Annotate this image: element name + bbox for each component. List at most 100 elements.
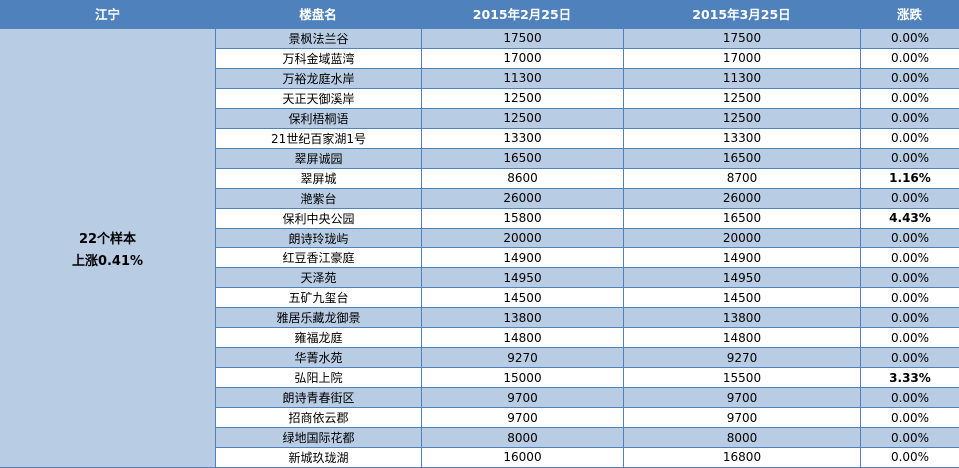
price-mar-cell: 17500 bbox=[623, 29, 860, 48]
price-feb-cell: 14500 bbox=[421, 288, 623, 308]
table-row: 红豆香江豪庭 14900 14900 0.00% bbox=[215, 248, 959, 269]
table-row: 朗诗玲珑屿 20000 20000 0.00% bbox=[215, 228, 959, 249]
price-mar-cell: 16500 bbox=[623, 208, 860, 228]
price-feb-cell: 12500 bbox=[421, 108, 623, 128]
table-row: 天正天御溪岸 12500 12500 0.00% bbox=[215, 88, 959, 109]
change-percent-cell: 3.33% bbox=[860, 368, 959, 388]
price-mar-cell: 11300 bbox=[623, 68, 860, 88]
change-percent-cell: 0.00% bbox=[860, 148, 959, 168]
property-name-cell: 天泽苑 bbox=[215, 268, 421, 288]
price-feb-cell: 8600 bbox=[421, 168, 623, 188]
property-name-cell: 天正天御溪岸 bbox=[215, 88, 421, 108]
table-row: 滟紫台 26000 26000 0.00% bbox=[215, 188, 959, 209]
price-mar-cell: 14900 bbox=[623, 248, 860, 268]
property-name-cell: 五矿九玺台 bbox=[215, 288, 421, 308]
price-feb-cell: 17000 bbox=[421, 48, 623, 68]
change-percent-cell: 0.00% bbox=[860, 188, 959, 208]
property-name-cell: 万科金域蓝湾 bbox=[215, 48, 421, 68]
table-row: 雍福龙庭 14800 14800 0.00% bbox=[215, 328, 959, 349]
price-feb-cell: 16000 bbox=[421, 448, 623, 467]
price-mar-cell: 9700 bbox=[623, 408, 860, 428]
price-mar-cell: 13300 bbox=[623, 128, 860, 148]
table-rows: 景枫法兰谷 17500 17500 0.00% 万科金域蓝湾 17000 170… bbox=[215, 29, 959, 468]
table-header-row: 江宁 楼盘名 2015年2月25日 2015年3月25日 涨跌 bbox=[0, 0, 959, 29]
property-name-cell: 招商依云郡 bbox=[215, 408, 421, 428]
price-feb-cell: 26000 bbox=[421, 188, 623, 208]
table-row: 新城玖珑湖 16000 16800 0.00% bbox=[215, 448, 959, 468]
property-name-cell: 景枫法兰谷 bbox=[215, 29, 421, 48]
property-name-cell: 雅居乐藏龙御景 bbox=[215, 308, 421, 328]
header-col-property-name: 楼盘名 bbox=[299, 7, 337, 22]
price-feb-cell: 17500 bbox=[421, 29, 623, 48]
price-mar-cell: 16500 bbox=[623, 148, 860, 168]
property-name-cell: 弘阳上院 bbox=[215, 368, 421, 388]
price-mar-cell: 15500 bbox=[623, 368, 860, 388]
table-row: 弘阳上院 15000 15500 3.33% bbox=[215, 368, 959, 389]
price-feb-cell: 15800 bbox=[421, 208, 623, 228]
price-mar-cell: 17000 bbox=[623, 48, 860, 68]
table-row: 招商依云郡 9700 9700 0.00% bbox=[215, 408, 959, 429]
change-percent-cell: 0.00% bbox=[860, 328, 959, 348]
price-feb-cell: 13300 bbox=[421, 128, 623, 148]
header-col-date-mar: 2015年3月25日 bbox=[692, 7, 791, 22]
table-row: 雅居乐藏龙御景 13800 13800 0.00% bbox=[215, 308, 959, 329]
price-mar-cell: 13800 bbox=[623, 308, 860, 328]
price-mar-cell: 8700 bbox=[623, 168, 860, 188]
property-name-cell: 21世纪百家湖1号 bbox=[215, 128, 421, 148]
change-percent-cell: 0.00% bbox=[860, 29, 959, 48]
table-row: 绿地国际花都 8000 8000 0.00% bbox=[215, 428, 959, 449]
change-percent-cell: 0.00% bbox=[860, 428, 959, 448]
price-feb-cell: 12500 bbox=[421, 88, 623, 108]
price-feb-cell: 8000 bbox=[421, 428, 623, 448]
table-row: 万科金域蓝湾 17000 17000 0.00% bbox=[215, 48, 959, 69]
table-row: 景枫法兰谷 17500 17500 0.00% bbox=[215, 29, 959, 49]
table-row: 翠屏诚园 16500 16500 0.00% bbox=[215, 148, 959, 169]
table-body: 22个样本 上涨0.41% 景枫法兰谷 17500 17500 0.00% 万科… bbox=[0, 29, 959, 468]
price-feb-cell: 15000 bbox=[421, 368, 623, 388]
property-name-cell: 朗诗青春街区 bbox=[215, 388, 421, 408]
property-name-cell: 华菁水苑 bbox=[215, 348, 421, 368]
property-name-cell: 红豆香江豪庭 bbox=[215, 248, 421, 268]
change-percent-cell: 0.00% bbox=[860, 228, 959, 248]
price-mar-cell: 20000 bbox=[623, 228, 860, 248]
change-percent-cell: 0.00% bbox=[860, 48, 959, 68]
table-row: 天泽苑 14950 14950 0.00% bbox=[215, 268, 959, 289]
price-mar-cell: 8000 bbox=[623, 428, 860, 448]
table-row: 朗诗青春街区 9700 9700 0.00% bbox=[215, 388, 959, 409]
price-mar-cell: 26000 bbox=[623, 188, 860, 208]
price-feb-cell: 14900 bbox=[421, 248, 623, 268]
price-feb-cell: 9700 bbox=[421, 388, 623, 408]
change-percent-cell: 0.00% bbox=[860, 408, 959, 428]
property-name-cell: 雍福龙庭 bbox=[215, 328, 421, 348]
change-percent-cell: 1.16% bbox=[860, 168, 959, 188]
overall-change-label: 上涨0.41% bbox=[71, 253, 144, 269]
change-percent-cell: 0.00% bbox=[860, 448, 959, 467]
price-mar-cell: 16800 bbox=[623, 448, 860, 467]
property-name-cell: 朗诗玲珑屿 bbox=[215, 228, 421, 248]
price-feb-cell: 11300 bbox=[421, 68, 623, 88]
header-col-date-feb: 2015年2月25日 bbox=[472, 7, 572, 22]
header-region-label: 江宁 bbox=[94, 7, 120, 22]
table-row: 21世纪百家湖1号 13300 13300 0.00% bbox=[215, 128, 959, 149]
property-name-cell: 绿地国际花都 bbox=[215, 428, 421, 448]
price-mar-cell: 14500 bbox=[623, 288, 860, 308]
price-feb-cell: 9270 bbox=[421, 348, 623, 368]
change-percent-cell: 0.00% bbox=[860, 68, 959, 88]
change-percent-cell: 0.00% bbox=[860, 88, 959, 108]
change-percent-cell: 4.43% bbox=[860, 208, 959, 228]
price-mar-cell: 14800 bbox=[623, 328, 860, 348]
price-feb-cell: 9700 bbox=[421, 408, 623, 428]
price-mar-cell: 14950 bbox=[623, 268, 860, 288]
price-mar-cell: 12500 bbox=[623, 88, 860, 108]
property-name-cell: 保利中央公园 bbox=[215, 208, 421, 228]
table-row: 保利梧桐语 12500 12500 0.00% bbox=[215, 108, 959, 129]
change-percent-cell: 0.00% bbox=[860, 348, 959, 368]
price-feb-cell: 14800 bbox=[421, 328, 623, 348]
table-row: 万裕龙庭水岸 11300 11300 0.00% bbox=[215, 68, 959, 89]
property-name-cell: 翠屏诚园 bbox=[215, 148, 421, 168]
change-percent-cell: 0.00% bbox=[860, 108, 959, 128]
header-col-change: 涨跌 bbox=[896, 7, 922, 22]
price-mar-cell: 9270 bbox=[623, 348, 860, 368]
sample-summary-cell: 22个样本 上涨0.41% bbox=[0, 29, 215, 468]
